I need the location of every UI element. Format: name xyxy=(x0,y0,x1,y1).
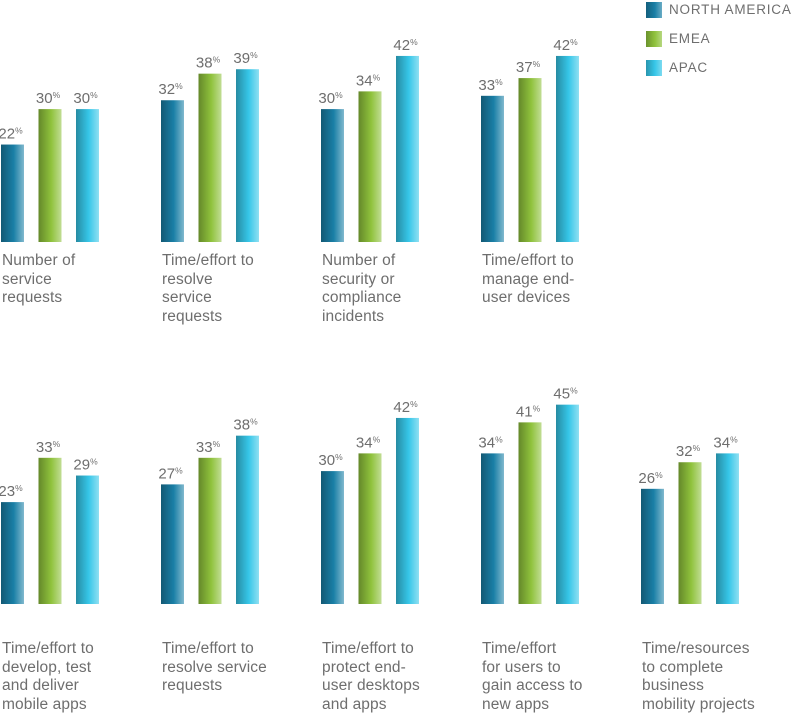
bar-north-america-cat4 xyxy=(481,95,504,242)
bar-north-america-cat2 xyxy=(161,100,184,243)
category-label-5: Time/effort to develop, test and deliver… xyxy=(2,640,94,713)
bar-apac-cat4 xyxy=(556,55,579,242)
bar-apac-cat2 xyxy=(236,69,259,242)
category-label-9: Time/resources to complete business mobi… xyxy=(642,640,755,713)
value-label-emea-cat8: 41% xyxy=(516,403,541,420)
bar-emea-cat8 xyxy=(518,422,542,604)
value-label-emea-cat1: 30% xyxy=(36,90,61,107)
value-label-apac-cat9: 34% xyxy=(713,434,738,451)
category-label-2: Time/effort to resolve service requests xyxy=(162,252,254,325)
bar-north-america-cat6 xyxy=(161,484,184,604)
value-label-north-america-cat8: 34% xyxy=(478,434,503,451)
value-label-north-america-cat9: 26% xyxy=(638,470,663,487)
bar-emea-cat1 xyxy=(38,109,62,242)
value-label-emea-cat3: 34% xyxy=(356,72,381,89)
value-label-emea-cat5: 33% xyxy=(36,439,61,456)
value-label-emea-cat4: 37% xyxy=(516,59,541,76)
category-label-4: Time/effort to manage end- user devices xyxy=(482,252,575,306)
bar-emea-cat3 xyxy=(358,91,382,242)
bar-north-america-cat9 xyxy=(641,488,664,604)
legend-label-emea: EMEA xyxy=(669,31,711,46)
bar-apac-cat7 xyxy=(396,417,419,604)
bar-emea-cat6 xyxy=(198,457,222,604)
value-label-emea-cat6: 33% xyxy=(196,439,221,456)
legend-label-apac: APAC xyxy=(669,60,708,75)
bar-emea-cat4 xyxy=(518,78,542,242)
legend-swatch-emea xyxy=(646,31,662,47)
value-label-north-america-cat6: 27% xyxy=(158,465,183,482)
bar-north-america-cat3 xyxy=(321,109,344,242)
bar-apac-cat8 xyxy=(556,404,579,604)
legend-item-north-america: NORTH AMERICA xyxy=(646,1,800,19)
value-label-emea-cat7: 34% xyxy=(356,434,381,451)
category-label-3: Number of security or compliance inciden… xyxy=(322,252,402,325)
value-label-north-america-cat5: 23% xyxy=(0,483,23,500)
legend-swatch-north-america xyxy=(646,2,662,18)
category-label-7: Time/effort to protect end- user desktop… xyxy=(322,640,420,713)
value-label-north-america-cat7: 30% xyxy=(318,452,343,469)
value-label-apac-cat4: 42% xyxy=(553,37,578,54)
category-label-8: Time/effort for users to gain access to … xyxy=(482,640,583,713)
value-label-north-america-cat1: 22% xyxy=(0,126,23,143)
bar-north-america-cat7 xyxy=(321,471,344,604)
bar-apac-cat6 xyxy=(236,435,259,604)
value-label-apac-cat7: 42% xyxy=(393,399,418,416)
bar-emea-cat2 xyxy=(198,73,222,242)
category-label-1: Number of service requests xyxy=(2,252,76,306)
legend-item-emea: EMEA xyxy=(646,30,800,48)
value-label-apac-cat1: 30% xyxy=(73,90,98,107)
legend-swatch-apac xyxy=(646,60,662,76)
legend-label-north-america: NORTH AMERICA xyxy=(669,2,792,17)
value-label-apac-cat2: 39% xyxy=(233,50,258,67)
bar-north-america-cat8 xyxy=(481,453,504,604)
category-label-6: Time/effort to resolve service requests xyxy=(162,640,267,694)
value-label-apac-cat8: 45% xyxy=(553,386,578,403)
value-label-emea-cat2: 38% xyxy=(196,55,221,72)
bar-emea-cat9 xyxy=(678,462,702,604)
bars-layer xyxy=(1,55,739,604)
value-label-north-america-cat4: 33% xyxy=(478,77,503,94)
value-label-north-america-cat3: 30% xyxy=(318,90,343,107)
bar-north-america-cat1 xyxy=(1,144,24,242)
value-labels-layer: 22% 30% 30% 32% 38% 39% 30% 34% 42% 33% 37% 42% 23% 3… xyxy=(0,37,738,500)
value-label-apac-cat3: 42% xyxy=(393,37,418,54)
value-label-apac-cat6: 38% xyxy=(233,417,258,434)
bar-apac-cat5 xyxy=(76,475,99,604)
legend-item-apac: APAC xyxy=(646,59,800,77)
bar-apac-cat3 xyxy=(396,55,419,242)
bar-emea-cat5 xyxy=(38,457,62,604)
value-label-apac-cat5: 29% xyxy=(73,457,98,474)
bar-north-america-cat5 xyxy=(1,502,24,604)
bar-apac-cat9 xyxy=(716,453,739,604)
value-label-emea-cat9: 32% xyxy=(676,443,701,460)
value-label-north-america-cat2: 32% xyxy=(158,81,183,98)
bar-apac-cat1 xyxy=(76,109,99,242)
bar-emea-cat7 xyxy=(358,453,382,604)
